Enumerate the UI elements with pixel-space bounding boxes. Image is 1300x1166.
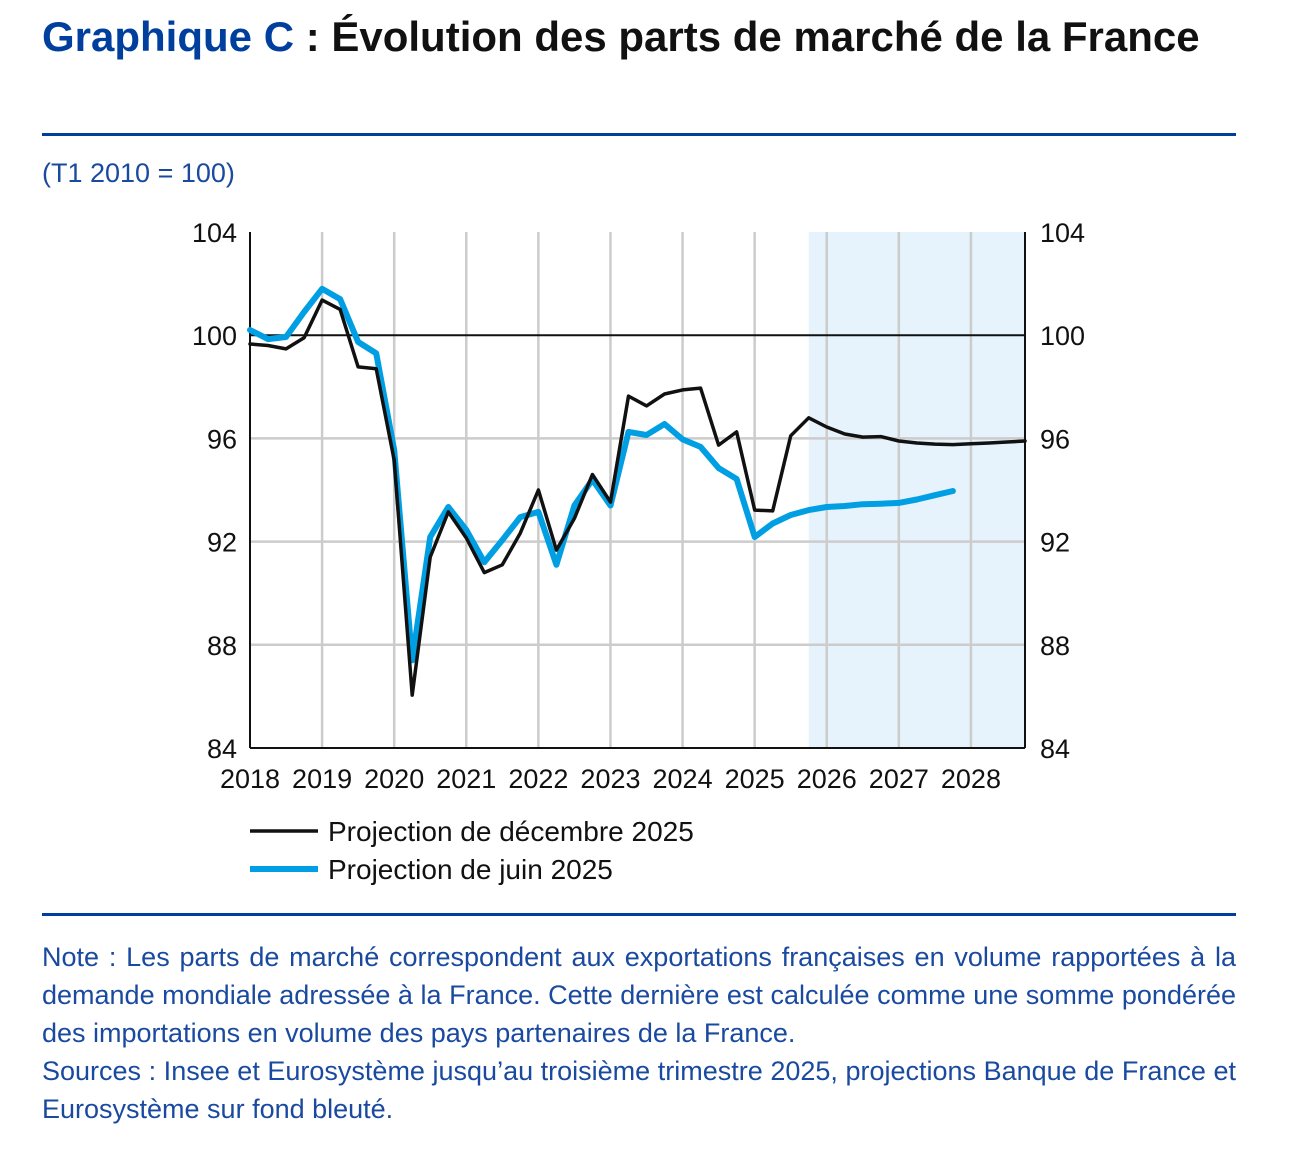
y-tick-label-right: 92 xyxy=(1040,528,1070,558)
y-tick-label-left: 92 xyxy=(207,528,237,558)
sources-text: Sources : Insee et Eurosystème jusqu’au … xyxy=(42,1056,1236,1124)
y-tick-label-left: 96 xyxy=(207,424,237,454)
unit-label: (T1 2010 = 100) xyxy=(42,158,235,188)
y-tick-label-left: 84 xyxy=(207,734,237,764)
series-line-june-2025 xyxy=(247,285,956,664)
x-tick-label: 2025 xyxy=(725,764,785,794)
x-tick-label: 2019 xyxy=(292,764,352,794)
y-tick-label-left: 88 xyxy=(207,631,237,661)
bottom-divider xyxy=(42,913,1236,916)
chart-title: Graphique C : Évolution des parts de mar… xyxy=(42,10,1242,64)
series-line-december-2025 xyxy=(248,298,1027,697)
x-tick-label: 2027 xyxy=(869,764,929,794)
y-tick-label-right: 84 xyxy=(1040,734,1070,764)
line-chart: 2018 2019 2020 2021 2022 2023 2024 2025 2026 2027… xyxy=(192,218,1085,885)
x-tick-label: 2028 xyxy=(941,764,1001,794)
chart-title-text: : Évolution des parts de marché de la Fr… xyxy=(294,13,1200,60)
projection-shading xyxy=(808,232,1025,748)
y-tick-label-left: 104 xyxy=(192,218,237,248)
x-tick-label: 2020 xyxy=(364,764,424,794)
x-tick-label: 2021 xyxy=(436,764,496,794)
legend-label: Projection de décembre 2025 xyxy=(328,816,694,847)
chart-title-prefix: Graphique C xyxy=(42,13,295,60)
legend-label: Projection de juin 2025 xyxy=(328,854,613,885)
y-tick-label-right: 100 xyxy=(1040,321,1085,351)
note-text: Note : Les parts de marché correspondent… xyxy=(42,942,1236,1048)
y-tick-label-right: 104 xyxy=(1040,218,1085,248)
x-tick-label: 2018 xyxy=(220,764,280,794)
top-divider xyxy=(42,133,1236,136)
notes: Note : Les parts de marché correspondent… xyxy=(42,938,1236,1128)
x-tick-label: 2022 xyxy=(508,764,568,794)
y-tick-label-left: 100 xyxy=(192,321,237,351)
x-tick-label: 2026 xyxy=(797,764,857,794)
x-tick-label: 2024 xyxy=(653,764,713,794)
x-tick-label: 2023 xyxy=(580,764,640,794)
y-tick-label-right: 88 xyxy=(1040,631,1070,661)
y-tick-label-right: 96 xyxy=(1040,424,1070,454)
